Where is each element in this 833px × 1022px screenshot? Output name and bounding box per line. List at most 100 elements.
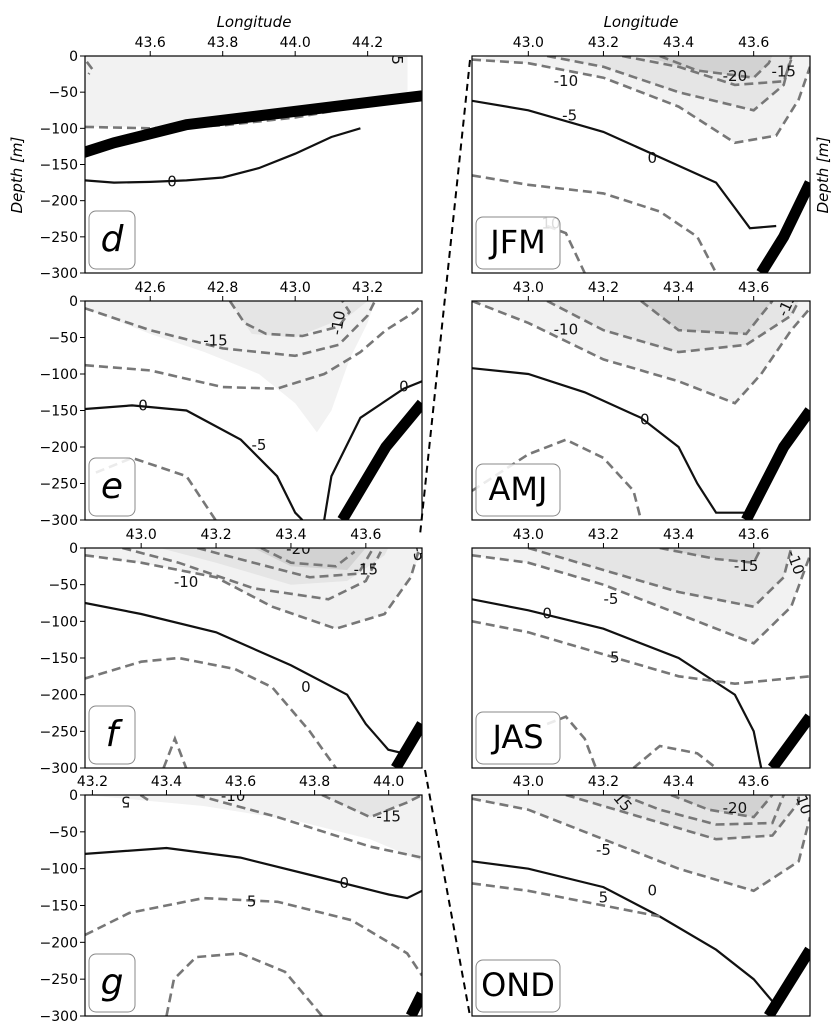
y-tick-label: 0 [69, 49, 78, 65]
contour-label: -20 [723, 67, 748, 85]
y-tick-label: −100 [40, 862, 78, 878]
contour-label: 5 [247, 892, 257, 910]
dashed-contour [260, 548, 356, 568]
contour-label: -15 [354, 561, 379, 579]
contour-fill [659, 548, 762, 563]
zero-contour [472, 860, 784, 1003]
x-tick-label: 43.0 [513, 774, 544, 790]
y-tick-label: −300 [40, 1009, 78, 1022]
dashed-contour [472, 174, 718, 273]
zero-contour [472, 598, 763, 768]
dashed-contour [162, 735, 188, 768]
y-tick-label: −100 [40, 121, 78, 137]
contour-label: -5 [388, 50, 406, 65]
panel-g: -10 -15 5 0 5 0 −50 −100 −150 −200 −250 −300 43.2 43.… [40, 774, 423, 1022]
contour-label: -15 [376, 808, 401, 826]
contour-fill [253, 548, 366, 570]
y-tick-label: −200 [40, 688, 78, 704]
contour-label: -10 [554, 72, 579, 90]
contour-fill [528, 548, 792, 607]
contour-label: 0 [647, 881, 657, 899]
dashed-contour [195, 795, 422, 859]
dashed-contour [85, 61, 94, 75]
dashed-contour [472, 797, 810, 893]
y-tick-label: 0 [69, 541, 78, 557]
x-tick-label: 43.4 [663, 280, 694, 296]
panel-label-box [88, 210, 136, 270]
x-tick-label: 43.6 [350, 527, 381, 543]
panel-label: OND [481, 966, 555, 1004]
panel-label: AMJ [489, 470, 548, 508]
dashed-contour [546, 56, 793, 112]
x-tick-label: 43.6 [738, 527, 769, 543]
axes-frame [471, 547, 811, 769]
axes-frame [471, 300, 811, 521]
y-tick-label: −50 [48, 85, 78, 101]
panel-label-box [88, 953, 136, 1013]
y-tick-label: −100 [40, 367, 78, 383]
bathymetry-line [756, 180, 810, 273]
y-tick-label: −150 [40, 651, 78, 667]
contour-label: 0 [167, 172, 177, 190]
connector-line [420, 56, 470, 535]
contour-fill [641, 301, 773, 334]
y-tick-label: −250 [40, 972, 78, 988]
bathymetry-line [337, 399, 422, 520]
panel-label: JFM [488, 223, 545, 261]
x-tick-label: 42.6 [135, 280, 166, 296]
x-tick-label: 44.2 [352, 35, 383, 51]
contour-label: 0 [301, 678, 311, 696]
dashed-contour [321, 795, 422, 819]
contour-label: 5 [121, 792, 131, 810]
x-tick-label: 43.2 [200, 527, 231, 543]
panel-label: g [101, 962, 124, 1003]
panel-label-box [475, 216, 561, 270]
bathymetry-line [85, 90, 422, 158]
dashed-contour [85, 896, 422, 977]
panel-label-box [475, 959, 561, 1013]
panel-label: d [101, 219, 125, 260]
contour-label: -5 [409, 545, 429, 563]
contour-label: -5 [562, 107, 577, 125]
contour-label: -20 [286, 540, 311, 558]
dashed-contour [196, 548, 375, 579]
contour-label: -15 [203, 332, 228, 350]
plot-area: -15 -10 -5 0 0 [85, 301, 422, 520]
dashed-contour [632, 744, 717, 768]
x-tick-label: 43.8 [207, 35, 238, 51]
zero-contour [323, 380, 422, 520]
panel-e: -15 -10 -5 0 0 0 −50 −100 −150 −200 −250 −300 42.6 42… [40, 280, 423, 529]
x-tick-label: 43.0 [513, 280, 544, 296]
y-tick-label: −300 [40, 513, 78, 529]
panel-label: JAS [490, 718, 543, 756]
panel-label-box [475, 463, 561, 517]
dashed-contour [546, 301, 800, 354]
dashed-contour [122, 548, 382, 601]
dashed-contour [527, 548, 793, 609]
dashed-contour [659, 548, 763, 565]
bathymetry-line [391, 721, 422, 768]
y-tick-label: −150 [40, 158, 78, 174]
contour-label: 0 [339, 874, 349, 892]
x-tick-label: 43.0 [126, 527, 157, 543]
x-tick-label: 43.6 [738, 774, 769, 790]
y-tick-label: −100 [40, 614, 78, 630]
dashed-contour [85, 301, 377, 358]
dashed-contour [85, 551, 420, 631]
x-tick-label: 43.6 [738, 35, 769, 51]
longitude-label: Longitude [217, 13, 292, 31]
zero-contour [85, 404, 304, 520]
y-tick-label: −50 [48, 825, 78, 841]
dashed-contour [472, 58, 810, 145]
contour-label: -10 [221, 787, 246, 805]
panel-d: 0 -5 0 −50 −100 −150 −200 −250 −300 43.6 43.8 44.0 4… [40, 35, 423, 282]
dashed-contour [85, 96, 408, 130]
zero-contour [85, 601, 404, 755]
x-tick-label: 43.2 [588, 774, 619, 790]
y-tick-label: −200 [40, 194, 78, 210]
dashed-contour [670, 795, 774, 819]
x-tick-label: 43.8 [299, 774, 330, 790]
x-tick-label: 44.0 [373, 774, 404, 790]
panel-label-box [88, 705, 136, 765]
